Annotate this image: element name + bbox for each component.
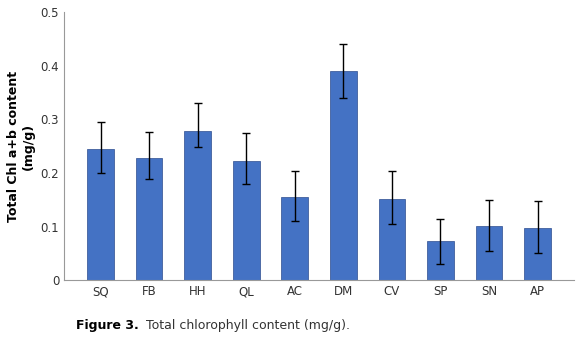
Y-axis label: Total Chl a+b content
(mg/g): Total Chl a+b content (mg/g)	[7, 71, 35, 222]
Bar	[184, 131, 211, 280]
Bar	[233, 161, 260, 280]
Bar	[378, 199, 405, 280]
Text: Figure 3.: Figure 3.	[76, 319, 138, 332]
Bar	[87, 149, 114, 280]
Text: Total chlorophyll content (mg/g).: Total chlorophyll content (mg/g).	[142, 319, 350, 332]
Bar	[136, 158, 163, 280]
Bar	[281, 197, 308, 280]
Bar	[524, 228, 551, 280]
Bar	[330, 71, 357, 280]
Bar	[476, 225, 503, 280]
Bar	[427, 241, 454, 280]
